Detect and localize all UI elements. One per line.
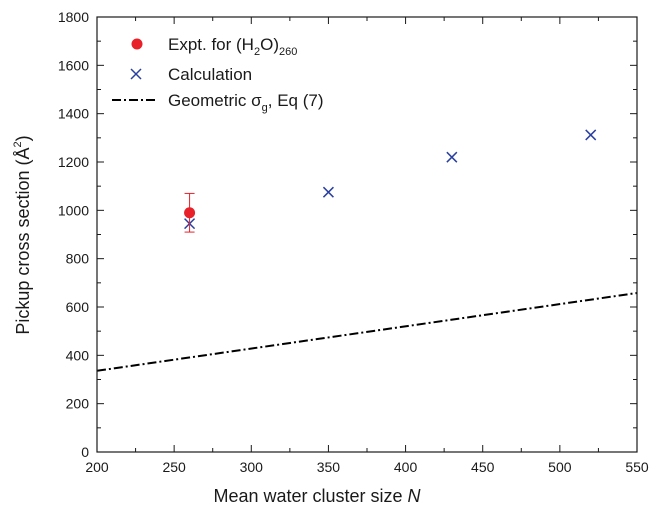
legend-expt-mid: O) [260,35,279,54]
calculation-point [585,129,597,141]
legend-expt-sub1: 2 [254,46,260,58]
y-tick-label: 1400 [58,106,89,122]
legend-expt-text: Expt. for (H [168,35,254,54]
y-tick-label: 400 [66,347,90,363]
series-layer [96,129,638,372]
geometric-line [96,291,638,372]
legend-geo-text-b: , Eq (7) [268,91,324,110]
x-axis-title-text: Mean water cluster size [213,486,407,506]
legend-geo-label: Geometric σg, Eq (7) [168,91,324,114]
y-axis-title-text: Pickup cross section (Å [13,148,33,335]
x-tick-label: 450 [471,459,495,475]
legend-calc-marker [130,68,142,80]
y-axis-title-close: ) [13,135,33,141]
legend-calc-label: Calculation [168,65,252,84]
y-tick-label: 1600 [58,57,89,73]
y-axis-title-sup: 2 [12,141,24,147]
legend-expt-marker [131,38,143,50]
expt-point [184,207,196,219]
calculation-point [446,151,458,163]
x-tick-label: 300 [240,459,264,475]
y-tick-label: 1200 [58,154,89,170]
ticks-layer: 200 250 300 350 400 450 500 5500200400600800100… [58,9,649,475]
x-tick-label: 350 [317,459,341,475]
legend-geo-text-a: Geometric σ [168,91,262,110]
x-tick-label: 200 [85,459,109,475]
plot-frame [96,16,638,453]
y-tick-label: 0 [81,444,89,460]
legend-expt-sub2: 260 [279,46,297,58]
x-tick-label: 550 [625,459,649,475]
legend-geo-sub: g [262,102,268,114]
y-axis-title: Pickup cross section (Å2) [12,135,33,334]
y-tick-label: 1800 [58,9,89,25]
y-tick-label: 1000 [58,202,89,218]
calculation-point [322,186,334,198]
y-tick-label: 200 [66,396,90,412]
x-tick-label: 250 [162,459,186,475]
legend-expt-label: Expt. for (H2O)260 [168,35,297,58]
legend: Expt. for (H2O)260 Calculation Geometric… [112,35,324,114]
y-tick-label: 800 [66,251,90,267]
x-axis-title-symbol: N [408,486,422,506]
y-tick-label: 600 [66,299,90,315]
x-tick-label: 500 [548,459,572,475]
x-axis-title: Mean water cluster size N [213,486,421,506]
x-tick-label: 400 [394,459,418,475]
